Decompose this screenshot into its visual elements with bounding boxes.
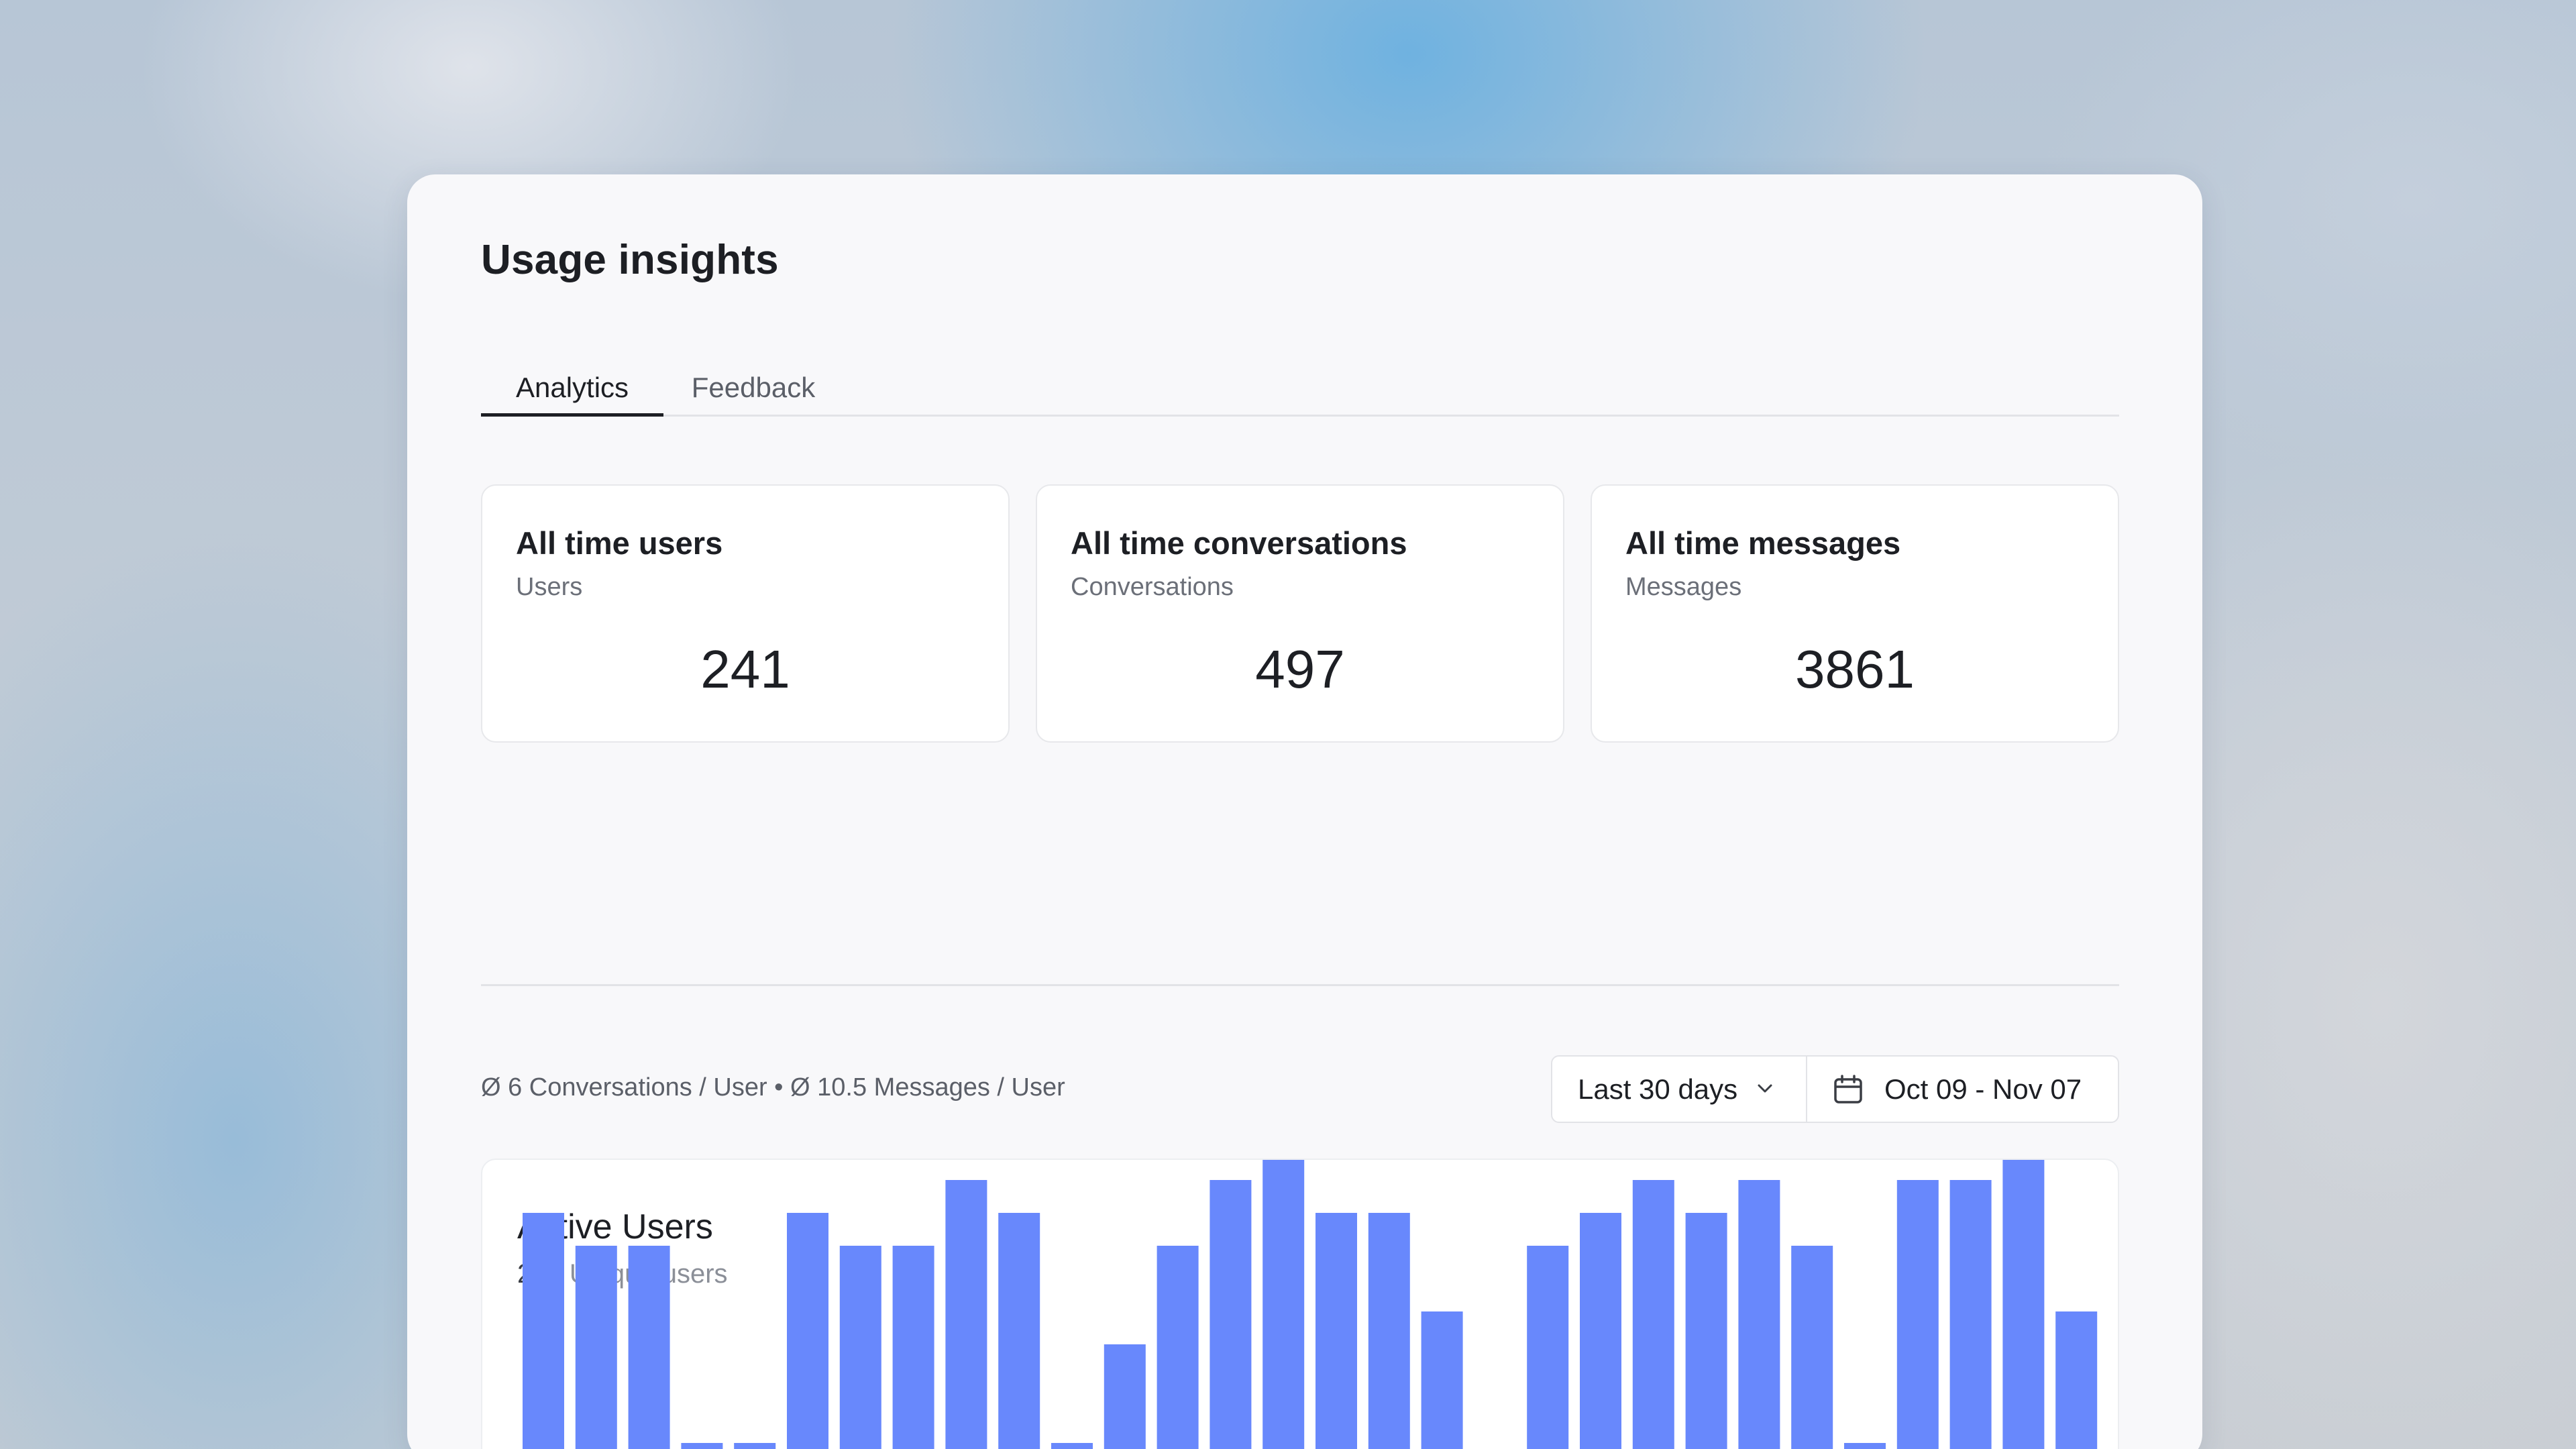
stat-card-users: All time users Users 241: [481, 484, 1010, 743]
range-dropdown[interactable]: Last 30 days: [1551, 1055, 1807, 1123]
page-title: Usage insights: [481, 237, 779, 283]
chart-bar: [1580, 1213, 1621, 1449]
chart-bar: [575, 1246, 617, 1449]
stat-card-messages: All time messages Messages 3861: [1591, 484, 2119, 743]
stat-sublabel: Conversations: [1071, 573, 1234, 601]
stat-value: 3861: [1795, 639, 1915, 699]
tab-feedback[interactable]: Feedback: [691, 372, 816, 403]
chart-bar: [1896, 1180, 1939, 1449]
usage-insights-panel: Usage insights Analytics Feedback All ti…: [407, 174, 2202, 1449]
calendar-icon: [1834, 1075, 1862, 1104]
chart-bar: [839, 1246, 881, 1449]
stat-sublabel: Users: [516, 573, 583, 601]
chart-bar: [1421, 1311, 1463, 1449]
stat-card-conversations: All time conversations Conversations 497: [1036, 484, 1564, 743]
chart-bar: [1738, 1180, 1780, 1449]
chart-bar: [1263, 1160, 1305, 1449]
stats-row: All time users Users 241 All time conver…: [481, 484, 2119, 743]
stat-label: All time conversations: [1071, 525, 1407, 561]
active-users-chart-card: Active Users 241 Unique users: [481, 1159, 2119, 1449]
chart-bar: [998, 1213, 1040, 1449]
chart-bar: [681, 1443, 723, 1449]
date-range-picker[interactable]: Oct 09 - Nov 07: [1806, 1055, 2119, 1123]
section-divider: [481, 984, 2119, 986]
stat-sublabel: Messages: [1625, 573, 1742, 601]
chart-bar: [1791, 1246, 1833, 1449]
chart-bar: [628, 1246, 670, 1449]
range-dropdown-label: Last 30 days: [1578, 1073, 1738, 1105]
chart-bar: [734, 1443, 776, 1449]
chart-bar: [1685, 1213, 1727, 1449]
date-range-label: Oct 09 - Nov 07: [1884, 1073, 2082, 1105]
tab-bar: Analytics Feedback: [481, 359, 2119, 417]
tab-analytics[interactable]: Analytics: [481, 359, 663, 417]
chart-bar: [1104, 1344, 1146, 1449]
chart-bar: [1051, 1443, 1093, 1449]
chart-bar: [1632, 1180, 1674, 1449]
chart-bar: [2055, 1311, 2098, 1449]
chart-bar: [2002, 1160, 2045, 1449]
chart-bar: [1157, 1246, 1199, 1449]
chart-bar: [787, 1213, 828, 1449]
chart-bar: [892, 1246, 934, 1449]
chevron-down-icon: [1758, 1084, 1772, 1093]
active-users-bar-chart: [523, 1160, 2098, 1449]
chart-bar: [1949, 1180, 1992, 1449]
chart-bar: [1368, 1213, 1410, 1449]
chart-bar: [1316, 1213, 1357, 1449]
chart-bar: [945, 1180, 987, 1449]
chart-bar: [1844, 1443, 1886, 1449]
stat-label: All time users: [516, 525, 723, 561]
chart-bar: [523, 1213, 564, 1449]
stat-label: All time messages: [1625, 525, 1901, 561]
chart-bar: [1527, 1246, 1569, 1449]
chart-bar: [1210, 1180, 1252, 1449]
averages-summary: Ø 6 Conversations / User • Ø 10.5 Messag…: [481, 1073, 1065, 1102]
stat-value: 497: [1255, 639, 1345, 699]
stat-value: 241: [700, 639, 790, 699]
